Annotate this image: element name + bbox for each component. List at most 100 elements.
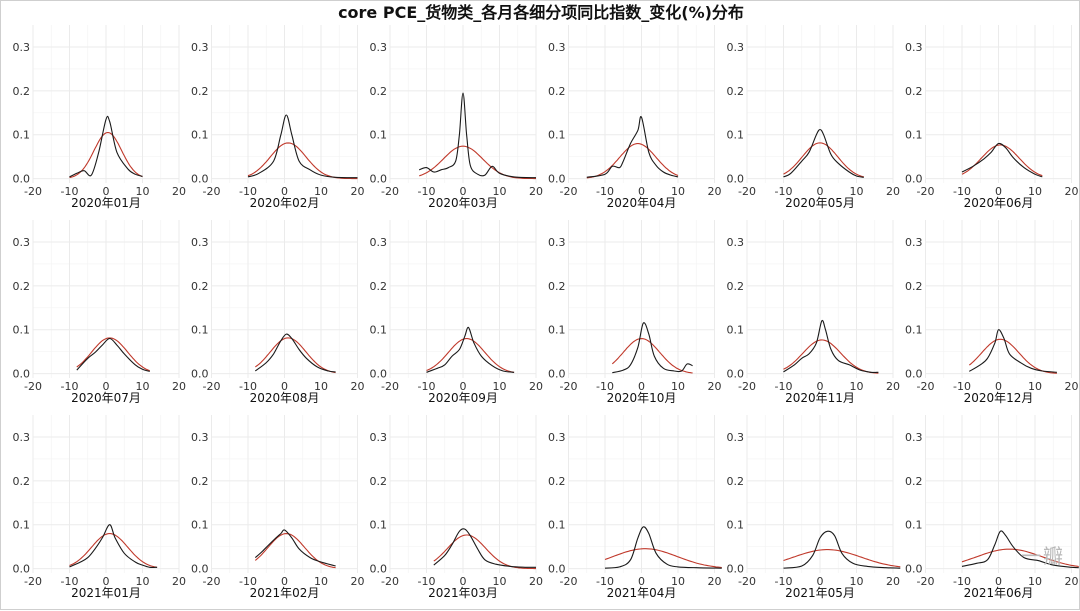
normal-fit-line bbox=[419, 145, 536, 180]
normal-fit-line bbox=[254, 337, 336, 374]
y-tick-label: 0.1 bbox=[191, 519, 209, 532]
chart-panel-5: -20 -10 0 10 20 0.0 0.1 0.2 0.3 2020年05月 bbox=[727, 25, 900, 210]
x-tick-label: 0 bbox=[995, 185, 1002, 198]
y-tick-label: 0.2 bbox=[370, 280, 388, 293]
panel-label: 2021年05月 bbox=[785, 586, 855, 600]
x-tick-label: 10 bbox=[314, 380, 328, 393]
y-tick-label: 0.3 bbox=[13, 236, 31, 249]
x-tick-label: -20 bbox=[738, 575, 756, 588]
density-line bbox=[604, 526, 722, 569]
x-tick-label: 20 bbox=[172, 380, 186, 393]
y-tick-label: 0.2 bbox=[905, 475, 923, 488]
y-tick-label: 0.1 bbox=[13, 324, 31, 337]
x-tick-label: -20 bbox=[917, 380, 935, 393]
x-tick-label: -20 bbox=[203, 380, 221, 393]
x-tick-label: -20 bbox=[24, 575, 42, 588]
density-line bbox=[783, 128, 864, 178]
chart-panel-16: -20 -10 0 10 20 0.0 0.1 0.2 0.3 2021年04月 bbox=[548, 415, 722, 600]
y-tick-label: 0.3 bbox=[370, 236, 388, 249]
y-tick-label: 0.2 bbox=[13, 475, 31, 488]
y-tick-label: 0.0 bbox=[548, 563, 566, 576]
y-tick-label: 0.0 bbox=[191, 563, 209, 576]
x-tick-label: 0 bbox=[995, 380, 1002, 393]
y-tick-label: 0.2 bbox=[548, 475, 566, 488]
x-tick-label: 20 bbox=[351, 380, 365, 393]
panel-label: 2020年02月 bbox=[250, 196, 320, 210]
panel-label: 2020年03月 bbox=[428, 196, 498, 210]
normal-fit-line bbox=[783, 142, 864, 178]
y-tick-label: 0.3 bbox=[191, 236, 209, 249]
x-tick-label: 10 bbox=[136, 575, 150, 588]
chart-panel-1: -20 -10 0 10 20 0.0 0.1 0.2 0.3 2020年01月 bbox=[13, 25, 186, 210]
chart-panel-4: -20 -10 0 10 20 0.0 0.1 0.2 0.3 2020年04月 bbox=[548, 25, 722, 210]
chart-panel-10: -20 -10 0 10 20 0.0 0.1 0.2 0.3 2020年10月 bbox=[548, 220, 722, 405]
x-tick-label: 10 bbox=[493, 575, 507, 588]
panel-label: 2020年07月 bbox=[71, 391, 141, 405]
x-tick-label: 20 bbox=[1065, 185, 1079, 198]
x-tick-label: -10 bbox=[239, 185, 257, 198]
y-tick-label: 0.0 bbox=[191, 173, 209, 186]
y-tick-label: 0.0 bbox=[548, 173, 566, 186]
chart-panel-12: -20 -10 0 10 20 0.0 0.1 0.2 0.3 2020年12月 bbox=[905, 220, 1079, 405]
y-tick-label: 0.1 bbox=[370, 519, 388, 532]
y-tick-label: 0.1 bbox=[13, 519, 31, 532]
x-tick-label: 0 bbox=[638, 185, 645, 198]
x-tick-label: -10 bbox=[953, 380, 971, 393]
y-tick-label: 0.1 bbox=[905, 519, 923, 532]
x-tick-label: -10 bbox=[953, 185, 971, 198]
x-tick-label: 10 bbox=[850, 575, 864, 588]
x-tick-label: 20 bbox=[708, 575, 722, 588]
watermark-text: 一瓣 bbox=[1021, 544, 1065, 568]
panel-label: 2020年06月 bbox=[964, 196, 1034, 210]
y-tick-label: 0.2 bbox=[727, 280, 745, 293]
x-tick-label: 20 bbox=[1065, 380, 1079, 393]
density-line bbox=[783, 319, 879, 374]
x-tick-label: -20 bbox=[917, 575, 935, 588]
x-tick-label: 10 bbox=[671, 380, 685, 393]
density-line bbox=[961, 530, 1079, 569]
density-line bbox=[247, 114, 358, 179]
x-tick-label: -20 bbox=[560, 575, 578, 588]
y-tick-label: 0.0 bbox=[905, 173, 923, 186]
x-tick-label: -10 bbox=[953, 575, 971, 588]
chart-panel-15: -20 -10 0 10 20 0.0 0.1 0.2 0.3 2021年03月 bbox=[370, 415, 543, 600]
y-tick-label: 0.3 bbox=[13, 41, 31, 54]
density-line bbox=[961, 142, 1043, 178]
x-tick-label: -10 bbox=[61, 185, 79, 198]
y-tick-label: 0.2 bbox=[905, 280, 923, 293]
x-tick-label: 0 bbox=[460, 380, 467, 393]
x-tick-label: 20 bbox=[708, 380, 722, 393]
y-tick-label: 0.2 bbox=[191, 280, 209, 293]
density-line bbox=[426, 326, 515, 373]
x-tick-label: 10 bbox=[1028, 380, 1042, 393]
panel-label: 2021年03月 bbox=[428, 586, 498, 600]
normal-fit-line bbox=[586, 143, 679, 179]
x-tick-label: 10 bbox=[671, 575, 685, 588]
panel-label: 2020年12月 bbox=[964, 391, 1034, 405]
x-tick-label: 10 bbox=[671, 185, 685, 198]
chart-title: core PCE_货物类_各月各细分项同比指数_变化(%)分布 bbox=[338, 3, 744, 22]
density-line bbox=[69, 115, 143, 178]
x-tick-label: -20 bbox=[738, 380, 756, 393]
y-tick-label: 0.3 bbox=[905, 431, 923, 444]
x-tick-label: 20 bbox=[708, 185, 722, 198]
y-tick-label: 0.3 bbox=[905, 236, 923, 249]
y-tick-label: 0.2 bbox=[370, 85, 388, 98]
panel-label: 2020年04月 bbox=[607, 196, 677, 210]
normal-fit-line bbox=[433, 534, 536, 570]
x-tick-label: -20 bbox=[381, 380, 399, 393]
normal-fit-line bbox=[76, 337, 150, 372]
panel-label: 2021年02月 bbox=[250, 586, 320, 600]
chart-panel-18: -20 -10 0 10 20 0.0 0.1 0.2 0.3 2021年06月 bbox=[905, 415, 1079, 600]
panel-label: 2021年01月 bbox=[71, 586, 141, 600]
y-tick-label: 0.1 bbox=[548, 129, 566, 142]
y-tick-label: 0.2 bbox=[727, 475, 745, 488]
normal-fit-line bbox=[254, 533, 336, 569]
y-tick-label: 0.2 bbox=[191, 475, 209, 488]
chart-panel-3: -20 -10 0 10 20 0.0 0.1 0.2 0.3 2020年03月 bbox=[370, 25, 543, 210]
y-tick-label: 0.0 bbox=[548, 368, 566, 381]
y-tick-label: 0.3 bbox=[727, 41, 745, 54]
y-tick-label: 0.3 bbox=[727, 236, 745, 249]
